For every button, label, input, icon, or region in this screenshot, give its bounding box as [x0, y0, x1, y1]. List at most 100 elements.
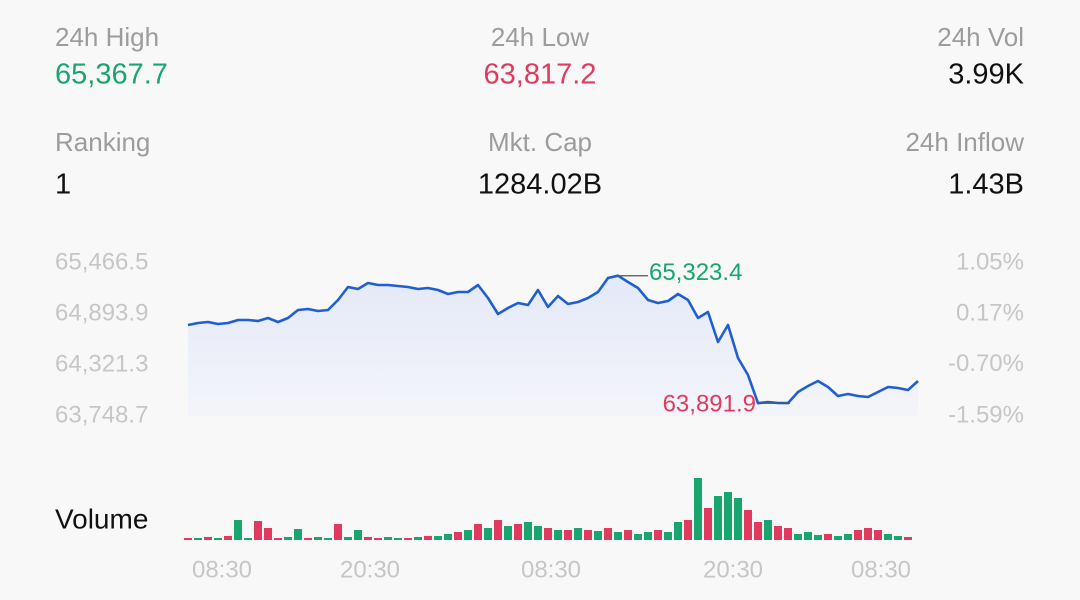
volume-bar — [584, 530, 592, 540]
volume-bar — [544, 528, 552, 540]
volume-bar — [424, 536, 432, 540]
stat-value: 1 — [55, 169, 71, 201]
volume-bar — [284, 537, 292, 540]
x-tick-label: 08:30 — [192, 556, 252, 583]
volume-bar — [824, 534, 832, 540]
stat-value: 1.43B — [948, 169, 1024, 201]
y-tick-label: 64,893.9 — [55, 299, 148, 326]
volume-bar — [254, 521, 262, 540]
volume-bar — [644, 532, 652, 540]
volume-label: Volume — [55, 503, 148, 534]
volume-bar — [764, 520, 772, 540]
y-tick-label: 64,321.3 — [55, 350, 148, 377]
x-tick-label: 08:30 — [851, 556, 911, 583]
volume-bar — [704, 508, 712, 540]
volume-bar — [634, 534, 642, 540]
stat-label: Ranking — [55, 127, 150, 157]
volume-bar — [304, 538, 312, 540]
volume-bar — [774, 526, 782, 540]
volume-bar — [894, 536, 902, 540]
volume-bar — [904, 537, 912, 540]
volume-bar — [494, 520, 502, 540]
volume-bar — [204, 537, 212, 540]
volume-bar — [884, 534, 892, 540]
volume-bar — [314, 537, 322, 540]
x-tick-label: 08:30 — [521, 556, 581, 583]
volume-bar — [334, 524, 342, 540]
volume-bar — [324, 538, 332, 540]
volume-bar — [864, 528, 872, 540]
volume-bar — [744, 510, 752, 540]
volume-bar — [264, 528, 272, 540]
volume-bar — [624, 530, 632, 540]
stat-label: 24h Vol — [937, 22, 1024, 52]
volume-bar — [484, 528, 492, 540]
volume-bar — [604, 528, 612, 540]
volume-bar — [734, 498, 742, 540]
y2-tick-label: 1.05% — [956, 248, 1024, 275]
volume-bar — [274, 538, 282, 540]
volume-bar — [554, 530, 562, 540]
volume-bar — [514, 524, 522, 540]
area-fill — [188, 275, 918, 416]
volume-bar — [794, 534, 802, 540]
volume-bar — [244, 538, 252, 540]
volume-bar — [404, 538, 412, 540]
stat-label: Mkt. Cap — [488, 127, 592, 157]
stat-value: 3.99K — [948, 59, 1024, 91]
volume-bar — [344, 537, 352, 540]
stat-value: 63,817.2 — [484, 59, 597, 91]
annotation-label: 65,323.4 — [649, 259, 742, 286]
volume-bar — [654, 530, 662, 540]
volume-bar — [684, 520, 692, 540]
volume-bar — [294, 529, 302, 540]
volume-bar — [724, 492, 732, 540]
volume-bar — [594, 531, 602, 540]
volume-bar — [234, 520, 242, 540]
annotation-label: 63,891.9 — [663, 391, 756, 418]
volume-bar — [844, 534, 852, 540]
x-tick-label: 20:30 — [703, 556, 763, 583]
y2-tick-label: 0.17% — [956, 299, 1024, 326]
volume-bar — [184, 538, 192, 540]
volume-bar — [804, 532, 812, 540]
volume-bar — [854, 530, 862, 540]
volume-bar — [374, 538, 382, 540]
volume-bar — [414, 537, 422, 540]
y2-tick-label: -1.59% — [948, 401, 1024, 428]
volume-bar — [714, 496, 722, 540]
volume-bar — [694, 478, 702, 540]
y2-tick-label: -0.70% — [948, 350, 1024, 377]
volume-bar — [814, 535, 822, 540]
volume-bar — [364, 537, 372, 540]
volume-bar — [564, 530, 572, 540]
volume-bar — [614, 532, 622, 540]
volume-bar — [664, 532, 672, 540]
volume-bar — [384, 537, 392, 540]
volume-bar — [874, 530, 882, 540]
volume-bar — [214, 538, 222, 540]
stat-value: 1284.02B — [478, 169, 602, 201]
volume-bar — [394, 538, 402, 540]
volume-bar — [464, 530, 472, 540]
stat-label: 24h High — [55, 22, 159, 52]
price-chart: 65,466.5 64,893.9 64,321.3 63,748.7 1.05% 0.1… — [55, 248, 1024, 583]
price-line — [187, 274, 919, 405]
volume-bar — [674, 522, 682, 540]
volume-bar — [784, 528, 792, 540]
volume-bar — [504, 526, 512, 540]
volume-bar — [354, 530, 362, 540]
volume-bar — [194, 538, 202, 540]
stat-value: 65,367.7 — [55, 59, 168, 91]
volume-bar — [474, 524, 482, 540]
volume-bar — [224, 536, 232, 540]
x-tick-label: 20:30 — [340, 556, 400, 583]
volume-bar — [454, 532, 462, 540]
y-tick-label: 63,748.7 — [55, 401, 148, 428]
volume-bar — [574, 528, 582, 540]
stat-label: 24h Inflow — [905, 127, 1024, 157]
volume-bar — [444, 534, 452, 540]
y-tick-label: 65,466.5 — [55, 248, 148, 275]
volume-bar — [534, 526, 542, 540]
